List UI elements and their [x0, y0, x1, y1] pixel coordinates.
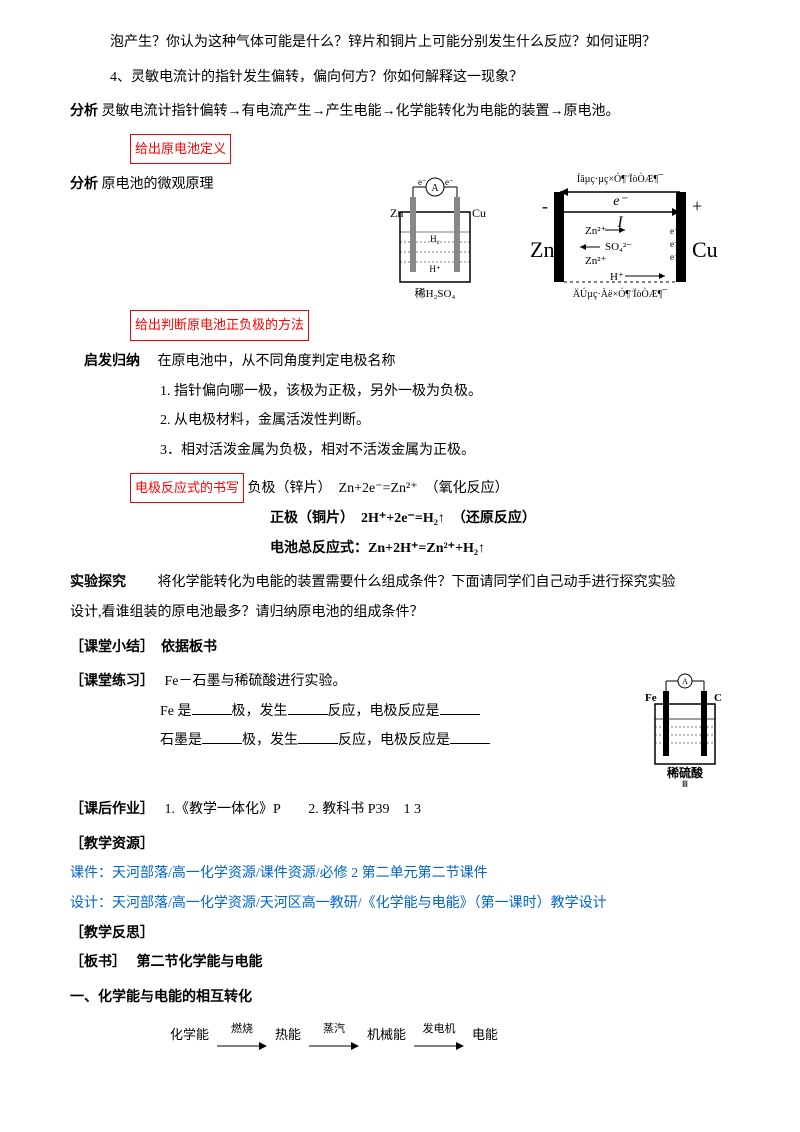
analysis-label-2: 分析: [70, 177, 98, 192]
practice-text: Fe－石墨与稀硫酸进行实验。: [165, 674, 347, 689]
svg-text:Zn²⁺: Zn²⁺: [585, 225, 607, 237]
svg-text:稀硫酸: 稀硫酸: [667, 765, 704, 780]
definition-box-row: 给出原电池定义: [70, 134, 730, 165]
diagram-container: A e⁻ e⁻ Zn Cu H₂ H⁺ 稀H₂SO₄ Íâµç·µç×Ó¶¨Ïò…: [380, 172, 730, 302]
energy-flow: 化学能 燃烧 热能 蒸汽 机械能 发电机 电能: [70, 1019, 730, 1052]
rule-3: 3．相对活泼金属为负极，相对不活泼金属为正极。: [70, 438, 730, 465]
red-box-polarity: 给出判断原电池正负极的方法: [130, 310, 309, 341]
micro-principle-text: 原电池的微观原理: [102, 177, 214, 192]
practice-line-1: ［课堂练习］ Fe－石墨与稀硫酸进行实验。: [70, 669, 640, 696]
practice-graphite: 石墨是 极，发生 反应，电极反应是: [70, 728, 640, 755]
analysis-line: 分析 灵敏电流计指针偏转→有电流产生→产生电能→化学能转化为电能的装置→原电池。: [70, 99, 730, 126]
arrow-label-2: 蒸汽: [323, 1019, 345, 1040]
p16b: 极，发生: [242, 733, 298, 748]
board-title: 第二节化学能与电能: [137, 955, 263, 970]
flow-node-4: 电能: [472, 1023, 498, 1048]
svg-text:Zn: Zn: [530, 237, 554, 262]
resource-link-2[interactable]: 设计：天河部落/高一化学资源/天河区高一教研/《化学能与电能》（第一课时）教学设…: [70, 891, 730, 918]
p15b: 极，发生: [232, 704, 288, 719]
rule-2: 2. 从电极材料，金属活泼性判断。: [70, 408, 730, 435]
svg-text:e⁻: e⁻: [670, 239, 679, 249]
cell-diagram: Íâµç·µç×Ó¶¨ÏòÒÆ¶¯ e⁻ I - + Zn Cu Zn²⁺ SO…: [510, 172, 730, 302]
section-1: 一、化学能与电能的相互转化: [70, 985, 730, 1012]
blank[interactable]: [450, 730, 490, 744]
svg-text:Fe: Fe: [645, 692, 657, 704]
blank[interactable]: [288, 701, 328, 715]
induce-label: 启发归纳: [84, 354, 140, 369]
paragraph: 4、灵敏电流计的指针发生偏转，偏向何方？你如何解释这一现象？: [70, 65, 730, 92]
electrode-neg: 负极（锌片） Zn+2e⁻=Zn²⁺ （氧化反应）: [248, 481, 509, 496]
experiment-label: 实验探究: [70, 575, 126, 590]
blank[interactable]: [202, 730, 242, 744]
svg-text:Zn²⁺: Zn²⁺: [585, 255, 607, 267]
resource-link-1[interactable]: 课件：天河部落/高一化学资源/课件资源/必修 2 第二单元第二节课件: [70, 861, 730, 888]
summary-label: ［课堂小结］ 依据板书: [70, 635, 730, 662]
svg-text:+: +: [692, 196, 702, 216]
practice-fe: Fe 是 极，发生 反应，电极反应是: [70, 699, 640, 726]
small-beaker-diagram: A Fe C 稀硫酸 Ⅲ: [640, 669, 730, 789]
blank[interactable]: [192, 701, 232, 715]
arrow-3: 发电机: [414, 1019, 464, 1052]
flow-node-3: 机械能: [367, 1023, 406, 1048]
analysis-label: 分析: [70, 104, 98, 119]
svg-text:Cu: Cu: [472, 206, 486, 220]
experiment-line: 实验探究 将化学能转化为电能的装置需要什么组成条件？下面请同学们自己动手进行探究…: [70, 570, 730, 597]
practice-row: ［课堂练习］ Fe－石墨与稀硫酸进行实验。 Fe 是极，发生反应，电极反应是 石…: [70, 669, 730, 789]
electrode-pos: 正极（铜片） 2H⁺+2e⁻=H₂↑ （还原反应）: [70, 506, 730, 533]
svg-text:A: A: [431, 183, 439, 194]
experiment-text-2: 设计,看谁组装的原电池最多？请归纳原电池的组成条件？: [70, 600, 730, 627]
svg-text:H⁺: H⁺: [610, 271, 624, 283]
homework-label: ［课后作业］: [70, 802, 147, 817]
homework-text: 1.《教学一体化》P 2. 教科书 P39 1 3: [165, 802, 422, 817]
svg-text:C: C: [714, 692, 722, 704]
reflect-label: ［教学反思］: [70, 921, 730, 948]
svg-text:ÄÚµç·Àë×Ó¶¨ÏòÒÆ¶¯: ÄÚµç·Àë×Ó¶¨ÏòÒÆ¶¯: [573, 288, 668, 300]
svg-text:e⁻: e⁻: [613, 194, 628, 209]
polarity-box-row: 给出判断原电池正负极的方法: [70, 310, 730, 341]
arrow-label-1: 燃烧: [231, 1019, 253, 1040]
board-line: ［板书］ 第二节化学能与电能: [70, 950, 730, 977]
svg-text:e⁻: e⁻: [670, 252, 679, 262]
experiment-text: 将化学能转化为电能的装置需要什么组成条件？下面请同学们自己动手进行探究实验: [130, 575, 676, 590]
svg-text:Cu: Cu: [692, 237, 718, 262]
svg-text:Íâµç·µç×Ó¶¨ÏòÒÆ¶¯: Íâµç·µç×Ó¶¨ÏòÒÆ¶¯: [577, 173, 664, 185]
blank[interactable]: [440, 701, 480, 715]
svg-text:SO₄²⁻: SO₄²⁻: [605, 241, 632, 253]
arrow-label-3: 发电机: [423, 1019, 456, 1040]
svg-text:稀H₂SO₄: 稀H₂SO₄: [415, 287, 456, 300]
p15c: 反应，电极反应是: [328, 704, 440, 719]
electrode-row: 电极反应式的书写 负极（锌片） Zn+2e⁻=Zn²⁺ （氧化反应）: [70, 473, 730, 504]
board-label: ［板书］: [70, 955, 119, 970]
p15a: Fe 是: [160, 704, 192, 719]
flow-node-1: 化学能: [170, 1023, 209, 1048]
svg-text:H⁺: H⁺: [429, 264, 440, 274]
p16c: 反应，电极反应是: [338, 733, 450, 748]
flow-node-2: 热能: [275, 1023, 301, 1048]
induce-text: 在原电池中，从不同角度判定电极名称: [158, 354, 396, 369]
svg-text:A: A: [682, 677, 688, 686]
p16a: 石墨是: [160, 733, 202, 748]
rule-1: 1. 指针偏向哪一极，该极为正极，另外一极为负极。: [70, 379, 730, 406]
red-box-electrode: 电极反应式的书写: [130, 473, 244, 504]
beaker-diagram: A e⁻ e⁻ Zn Cu H₂ H⁺ 稀H₂SO₄: [380, 172, 490, 302]
svg-text:H₂: H₂: [430, 234, 440, 244]
paragraph: 泡产生？你认为这种气体可能是什么？锌片和铜片上可能分别发生什么反应？如何证明？: [70, 30, 730, 57]
arrow-2: 蒸汽: [309, 1019, 359, 1052]
homework-line: ［课后作业］ 1.《教学一体化》P 2. 教科书 P39 1 3: [70, 797, 730, 824]
analysis-text: 灵敏电流计指针偏转→有电流产生→产生电能→化学能转化为电能的装置→原电池。: [102, 104, 620, 119]
svg-text:e⁻: e⁻: [670, 226, 679, 236]
arrow-1: 燃烧: [217, 1019, 267, 1052]
svg-text:e⁻: e⁻: [445, 177, 454, 187]
induce-line: 启发归纳 在原电池中，从不同角度判定电极名称: [70, 349, 730, 376]
micro-principle-row: 分析 原电池的微观原理 A e⁻ e⁻ Zn Cu H₂ H⁺ 稀H₂SO₄: [70, 172, 730, 302]
svg-text:-: -: [542, 196, 548, 216]
svg-text:e⁻: e⁻: [418, 177, 427, 187]
svg-text:Ⅲ: Ⅲ: [682, 779, 688, 789]
electrode-total: 电池总反应式：Zn+2H⁺=Zn²⁺+H₂↑: [70, 536, 730, 563]
practice-label: ［课堂练习］: [70, 674, 147, 689]
resource-label: ［教学资源］: [70, 832, 730, 859]
blank[interactable]: [298, 730, 338, 744]
red-box-definition: 给出原电池定义: [130, 134, 231, 165]
svg-text:Zn: Zn: [390, 206, 403, 220]
